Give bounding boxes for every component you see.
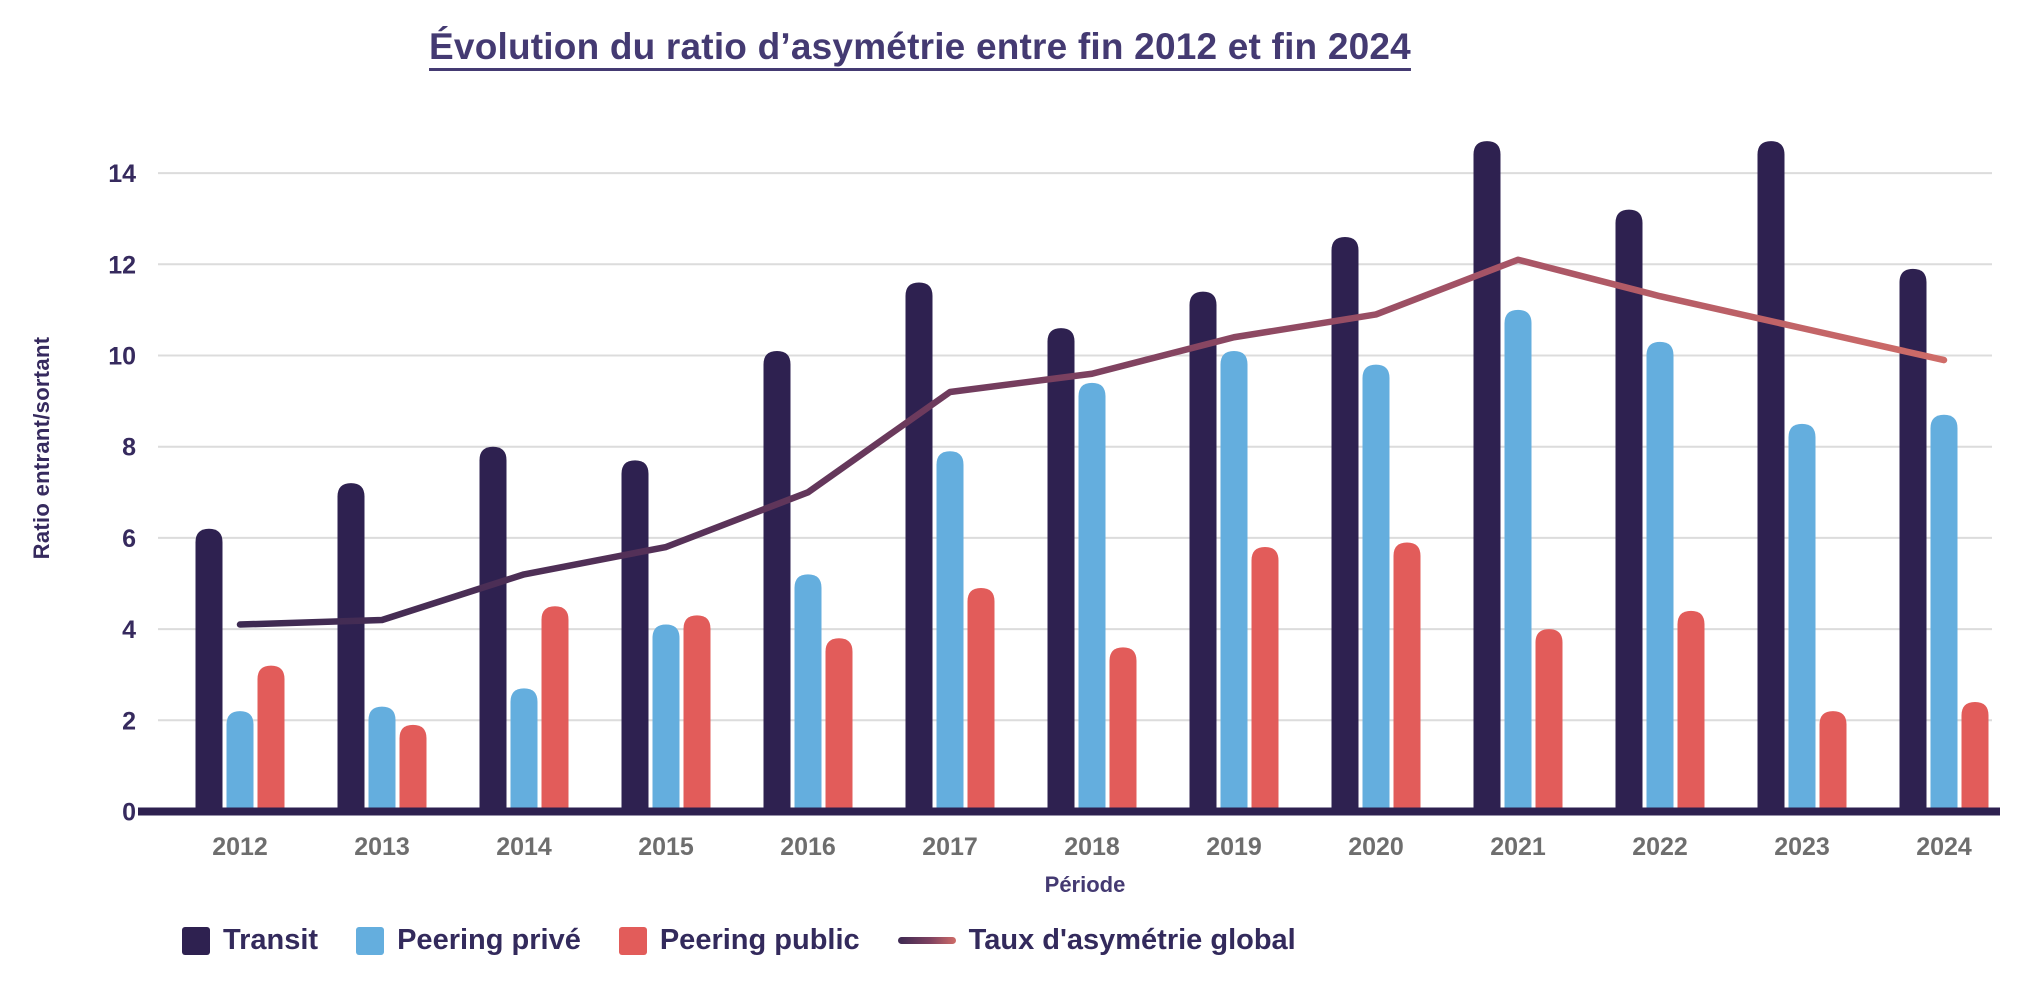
bar-transit-2016 bbox=[763, 350, 791, 814]
bar-peering-priv--2013 bbox=[368, 706, 396, 814]
bar-peering-public-2020 bbox=[1393, 542, 1421, 814]
bar-transit-2013 bbox=[337, 483, 365, 814]
bar-peering-public-2021 bbox=[1535, 629, 1563, 814]
bar-transit-2022 bbox=[1615, 209, 1643, 814]
bar-peering-priv--2014 bbox=[510, 688, 538, 814]
x-tick-label-2013: 2013 bbox=[354, 833, 410, 861]
x-tick-label-2012: 2012 bbox=[212, 833, 268, 861]
chart-title: Évolution du ratio d’asymétrie entre fin… bbox=[429, 26, 1411, 67]
bar-peering-public-2018 bbox=[1109, 647, 1137, 814]
legend-label: Taux d'asymétrie global bbox=[968, 924, 1296, 956]
peering-prive-swatch-icon bbox=[356, 926, 385, 955]
y-tick-label-10: 10 bbox=[108, 343, 136, 371]
x-tick-label-2024: 2024 bbox=[1916, 833, 1972, 861]
bar-transit-2017 bbox=[905, 282, 933, 814]
x-tick-label-2017: 2017 bbox=[922, 833, 978, 861]
x-tick-label-2022: 2022 bbox=[1632, 833, 1688, 861]
x-tick-label-2014: 2014 bbox=[496, 833, 552, 861]
legend-label: Peering privé bbox=[397, 924, 581, 956]
bar-peering-priv--2016 bbox=[794, 574, 822, 814]
bar-peering-priv--2020 bbox=[1362, 364, 1390, 814]
bar-peering-priv--2018 bbox=[1078, 382, 1106, 814]
bar-transit-2024 bbox=[1899, 268, 1927, 814]
bar-peering-public-2019 bbox=[1251, 547, 1279, 814]
bar-peering-public-2022 bbox=[1677, 610, 1705, 814]
legend-label: Transit bbox=[223, 924, 319, 956]
bar-peering-public-2016 bbox=[825, 638, 853, 814]
bar-transit-2020 bbox=[1331, 236, 1359, 814]
x-axis-baseline bbox=[138, 807, 2000, 816]
bar-transit-2018 bbox=[1047, 328, 1075, 814]
legend-item-taux-asymetrie: Taux d'asymétrie global bbox=[897, 924, 1296, 957]
x-tick-label-2018: 2018 bbox=[1064, 833, 1120, 861]
bar-peering-public-2015 bbox=[683, 615, 711, 814]
x-tick-label-2023: 2023 bbox=[1774, 833, 1830, 861]
trend-line bbox=[236, 256, 1948, 628]
x-tick-label-2020: 2020 bbox=[1348, 833, 1404, 861]
bar-peering-priv--2019 bbox=[1220, 350, 1248, 814]
x-tick-label-2015: 2015 bbox=[638, 833, 694, 861]
x-axis-title: Période bbox=[1044, 872, 1126, 897]
y-tick-label-2: 2 bbox=[122, 707, 136, 735]
legend-label: Peering public bbox=[659, 924, 860, 956]
chart-legend: Transit Peering privé Peering public Tau… bbox=[182, 924, 1296, 957]
bar-transit-2021 bbox=[1473, 141, 1501, 814]
legend-item-peering-prive: Peering privé bbox=[356, 924, 581, 957]
bar-transit-2012 bbox=[195, 528, 223, 814]
y-tick-label-8: 8 bbox=[122, 434, 136, 462]
y-tick-label-14: 14 bbox=[108, 160, 136, 188]
bar-peering-public-2024 bbox=[1961, 702, 1989, 814]
legend-item-peering-public: Peering public bbox=[618, 924, 860, 957]
y-tick-label-0: 0 bbox=[122, 799, 136, 827]
bar-transit-2019 bbox=[1189, 291, 1217, 814]
bar-peering-priv--2012 bbox=[226, 711, 254, 814]
bar-transit-2014 bbox=[479, 446, 507, 814]
bar-peering-priv--2015 bbox=[652, 624, 680, 814]
bar-peering-public-2013 bbox=[399, 724, 427, 814]
y-tick-label-6: 6 bbox=[122, 525, 136, 553]
peering-public-swatch-icon bbox=[618, 926, 647, 955]
bar-transit-2015 bbox=[621, 460, 649, 814]
x-tick-label-2019: 2019 bbox=[1206, 833, 1262, 861]
bar-peering-public-2017 bbox=[967, 588, 995, 814]
x-tick-label-2016: 2016 bbox=[780, 833, 836, 861]
y-tick-label-4: 4 bbox=[122, 616, 136, 644]
bar-peering-public-2023 bbox=[1819, 711, 1847, 814]
transit-swatch-icon bbox=[182, 926, 210, 955]
bar-peering-priv--2017 bbox=[936, 451, 964, 814]
x-tick-label-2021: 2021 bbox=[1490, 833, 1546, 861]
bar-transit-2023 bbox=[1757, 141, 1785, 814]
bar-peering-priv--2024 bbox=[1930, 414, 1958, 814]
y-tick-label-12: 12 bbox=[108, 251, 136, 279]
bar-peering-public-2012 bbox=[257, 665, 285, 814]
bar-peering-priv--2022 bbox=[1646, 341, 1674, 814]
trend-line-swatch-icon bbox=[897, 937, 956, 944]
bar-peering-priv--2023 bbox=[1788, 423, 1816, 814]
legend-item-transit: Transit bbox=[182, 924, 318, 957]
bar-peering-public-2014 bbox=[541, 606, 569, 814]
bar-peering-priv--2021 bbox=[1504, 309, 1532, 814]
